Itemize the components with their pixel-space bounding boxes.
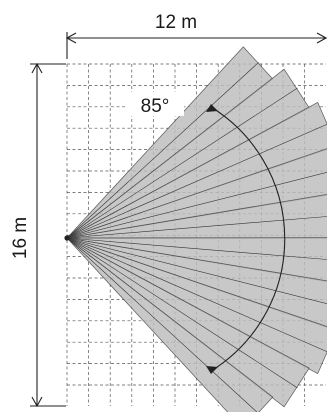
- detection-beam-centerline: [66, 62, 259, 239]
- coverage-angle-arc: [210, 106, 286, 372]
- detection-beams: [64, 46, 327, 412]
- width-label: 12 m: [155, 12, 197, 33]
- detection-beam-centerline: [66, 87, 298, 239]
- height-label: 16 m: [10, 217, 31, 259]
- detection-beam-centerline: [66, 237, 327, 353]
- angle-arrow-top: [206, 104, 218, 112]
- angle-label-background: [126, 92, 184, 116]
- detection-beam-centerline: [66, 237, 327, 260]
- detection-beam-centerline: [66, 237, 327, 304]
- angle-label: 85°: [141, 96, 170, 117]
- detection-beam-centerline: [66, 237, 298, 389]
- sensor-origin-dot: [64, 235, 70, 241]
- detection-beam-centerline: [66, 123, 327, 239]
- detection-beam-centerline: [66, 237, 258, 412]
- detection-beam-centerline: [66, 172, 327, 239]
- angle-arrow-bottom: [206, 366, 218, 374]
- detection-beam-centerline: [66, 216, 327, 239]
- detection-beam: [66, 237, 274, 412]
- width-arrow-right: [316, 32, 327, 44]
